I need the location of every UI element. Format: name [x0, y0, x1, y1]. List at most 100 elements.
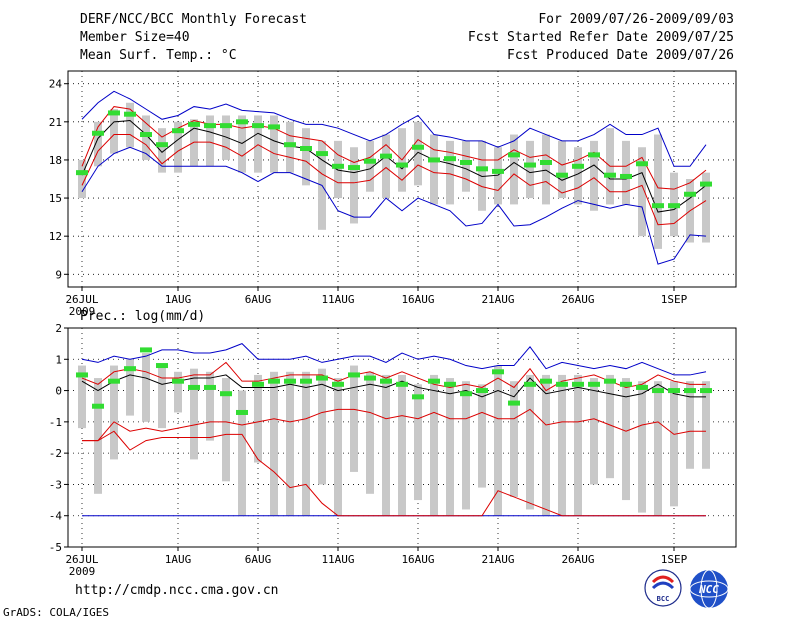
temp-median-mark — [108, 110, 120, 116]
prec-median-mark — [492, 369, 504, 375]
temp-median-mark — [444, 156, 456, 162]
temp-spread-box — [222, 115, 230, 160]
prec-spread-box — [446, 378, 454, 516]
prec-spread-box — [574, 374, 582, 516]
prec-spread-box — [478, 384, 486, 488]
temp-median-mark — [412, 144, 424, 150]
prec-xtick-label: 6AUG — [245, 553, 272, 566]
prec-median-mark — [172, 378, 184, 384]
temp-spread-box — [526, 140, 534, 199]
member-size-label: Member Size=40 — [80, 30, 190, 45]
temp-xtick-label: 6AUG — [245, 293, 272, 306]
temp-ytick-label: 21 — [49, 116, 62, 129]
temp-spread-box — [430, 134, 438, 205]
temp-xtick-label: 1SEP — [661, 293, 688, 306]
prec-spread-box — [334, 378, 342, 516]
chart-title: DERF/NCC/BCC Monthly Forecast — [80, 12, 307, 27]
temp-spread-box — [558, 140, 566, 199]
temp-xtick-label: 26AUG — [561, 293, 594, 306]
temp-spread-box — [270, 115, 278, 173]
temp-median-mark — [188, 121, 200, 127]
prec-median-mark — [364, 375, 376, 381]
ncc-logo-text: NCC — [698, 583, 719, 596]
prec-ytick-label: 1 — [55, 353, 62, 366]
prec-median-mark — [524, 381, 536, 387]
source-url[interactable]: http://cmdp.ncc.cma.gov.cn — [75, 583, 279, 598]
temp-spread-box — [110, 109, 118, 154]
temp-median-mark — [284, 142, 296, 148]
prec-spread-box — [590, 378, 598, 485]
forecast-period-label: For 2009/07/26-2009/09/03 — [538, 12, 734, 27]
prec-line-mean — [81, 374, 706, 398]
temp-spread-box — [542, 134, 550, 205]
temp-median-mark — [316, 151, 328, 157]
prec-median-mark — [556, 381, 568, 387]
grads-credit: GrADS: COLA/IGES — [3, 606, 109, 618]
prec-median-mark — [572, 381, 584, 387]
prec-median-mark — [316, 375, 328, 381]
temp-spread-box — [238, 115, 246, 173]
prec-median-mark — [140, 347, 152, 353]
temp-spread-box — [206, 115, 214, 167]
prec-ytick-label: -1 — [49, 416, 62, 429]
prec-median-mark — [396, 381, 408, 387]
prec-median-mark — [652, 388, 664, 394]
temp-ytick-label: 18 — [49, 154, 62, 167]
prec-spread-box — [222, 378, 230, 482]
temp-median-mark — [172, 128, 184, 134]
prec-spread-box — [638, 381, 646, 513]
prec-median-mark — [348, 372, 360, 378]
prec-spread-box — [206, 371, 214, 441]
prec-spread-box — [398, 374, 406, 516]
prec-spread-box — [526, 374, 534, 510]
prec-line-low_line — [82, 430, 706, 517]
temp-median-mark — [236, 119, 248, 125]
prec-xtick-label: 11AUG — [321, 553, 354, 566]
prec-spread-box — [670, 381, 678, 507]
prec-median-mark — [380, 378, 392, 384]
temp-spread-box — [382, 134, 390, 199]
temp-spread-box — [350, 147, 358, 224]
temp-median-mark — [220, 123, 232, 129]
prec-median-mark — [508, 400, 520, 406]
prec-spread-box — [158, 365, 166, 429]
temp-spread-box — [142, 115, 150, 160]
temp-spread-box — [446, 140, 454, 205]
prec-spread-box — [142, 353, 150, 422]
temp-spread-box — [622, 140, 630, 205]
temp-spread-box — [654, 134, 662, 249]
temp-spread-box — [334, 140, 342, 199]
temp-spread-box — [94, 121, 102, 167]
prec-spread-box — [190, 368, 198, 460]
prec-spread-box — [126, 359, 134, 416]
prec-xtick-label: 26JUL — [65, 553, 98, 566]
prec-spread-box — [654, 381, 662, 516]
temp-median-mark — [636, 161, 648, 167]
temp-spread-box — [638, 147, 646, 237]
temp-median-mark — [524, 162, 536, 168]
prec-xtick-label: 16AUG — [401, 553, 434, 566]
temp-median-mark — [492, 168, 504, 174]
prec-spread-box — [78, 365, 86, 429]
temp-line-min — [81, 146, 707, 265]
temp-spread-box — [366, 140, 374, 192]
temp-spread-box — [574, 147, 582, 205]
prec-median-mark — [684, 388, 696, 394]
prec-median-mark — [108, 378, 120, 384]
prec-spread-box — [350, 365, 358, 472]
prec-median-mark — [604, 378, 616, 384]
temp-median-mark — [396, 162, 408, 168]
temp-median-mark — [460, 159, 472, 165]
temp-median-mark — [684, 191, 696, 197]
prec-spread-box — [558, 374, 566, 516]
temp-xtick-sublabel: 2009 — [69, 305, 96, 318]
temp-median-mark — [572, 163, 584, 169]
prec-spread-box — [94, 378, 102, 494]
prec-spread-box — [254, 374, 262, 463]
temp-median-mark — [476, 166, 488, 172]
prec-spread-box — [494, 365, 502, 516]
prec-spread-box — [174, 371, 182, 413]
prec-median-mark — [444, 381, 456, 387]
